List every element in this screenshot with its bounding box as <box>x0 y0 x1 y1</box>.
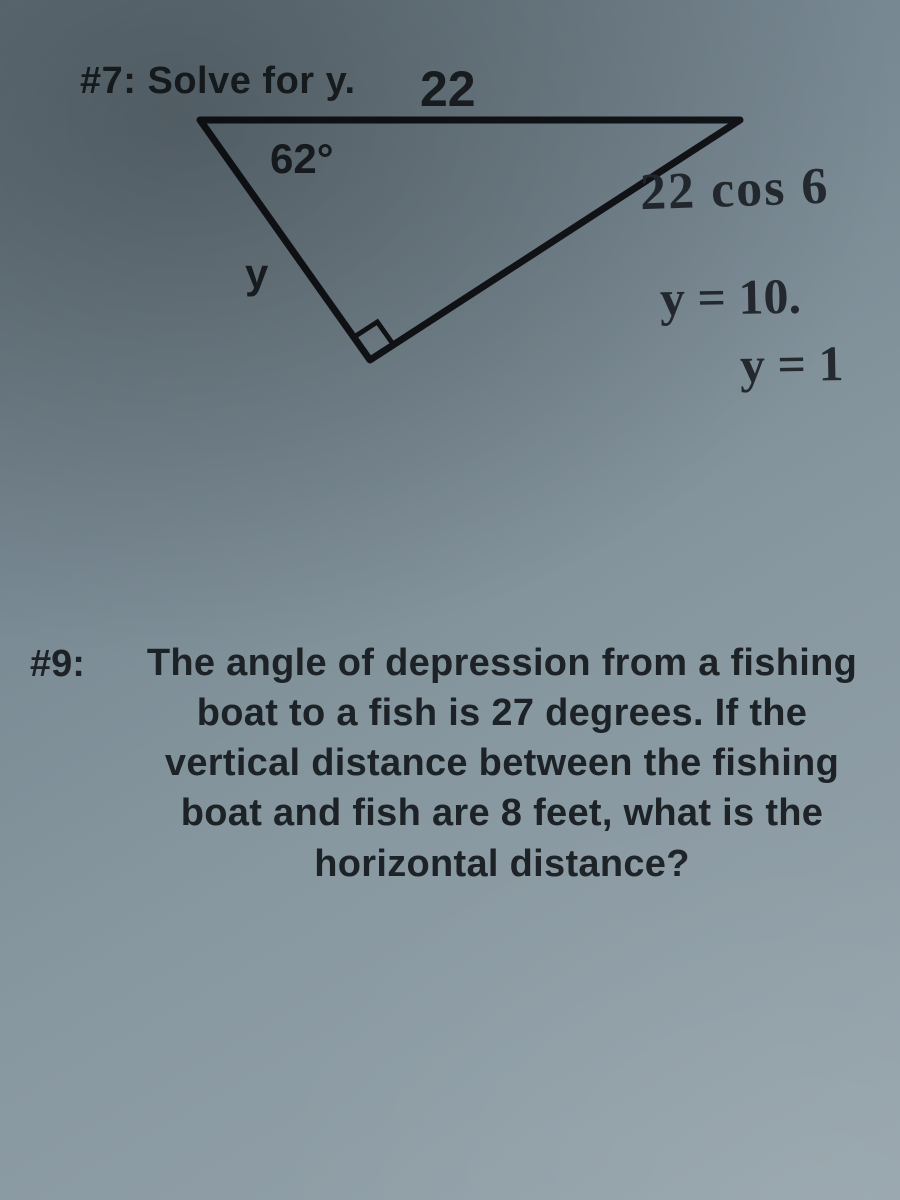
hypotenuse-length-label: 22 <box>420 60 476 118</box>
question-9-text: The angle of depression from a fishing b… <box>132 638 872 889</box>
worksheet-page: #7: Solve for y. 22 62° y 22 cos 6 y = 1… <box>0 0 900 1200</box>
handwritten-line-3: y = 1 <box>740 334 844 394</box>
handwritten-line-2: y = 10. <box>660 267 802 327</box>
handwritten-line-1: 22 cos 6 <box>639 157 830 223</box>
angle-label: 62° <box>270 135 334 183</box>
question-7-label: #7: Solve for y. <box>80 60 356 103</box>
question-9-label: #9: <box>30 643 85 686</box>
side-y-label: y <box>245 250 268 298</box>
